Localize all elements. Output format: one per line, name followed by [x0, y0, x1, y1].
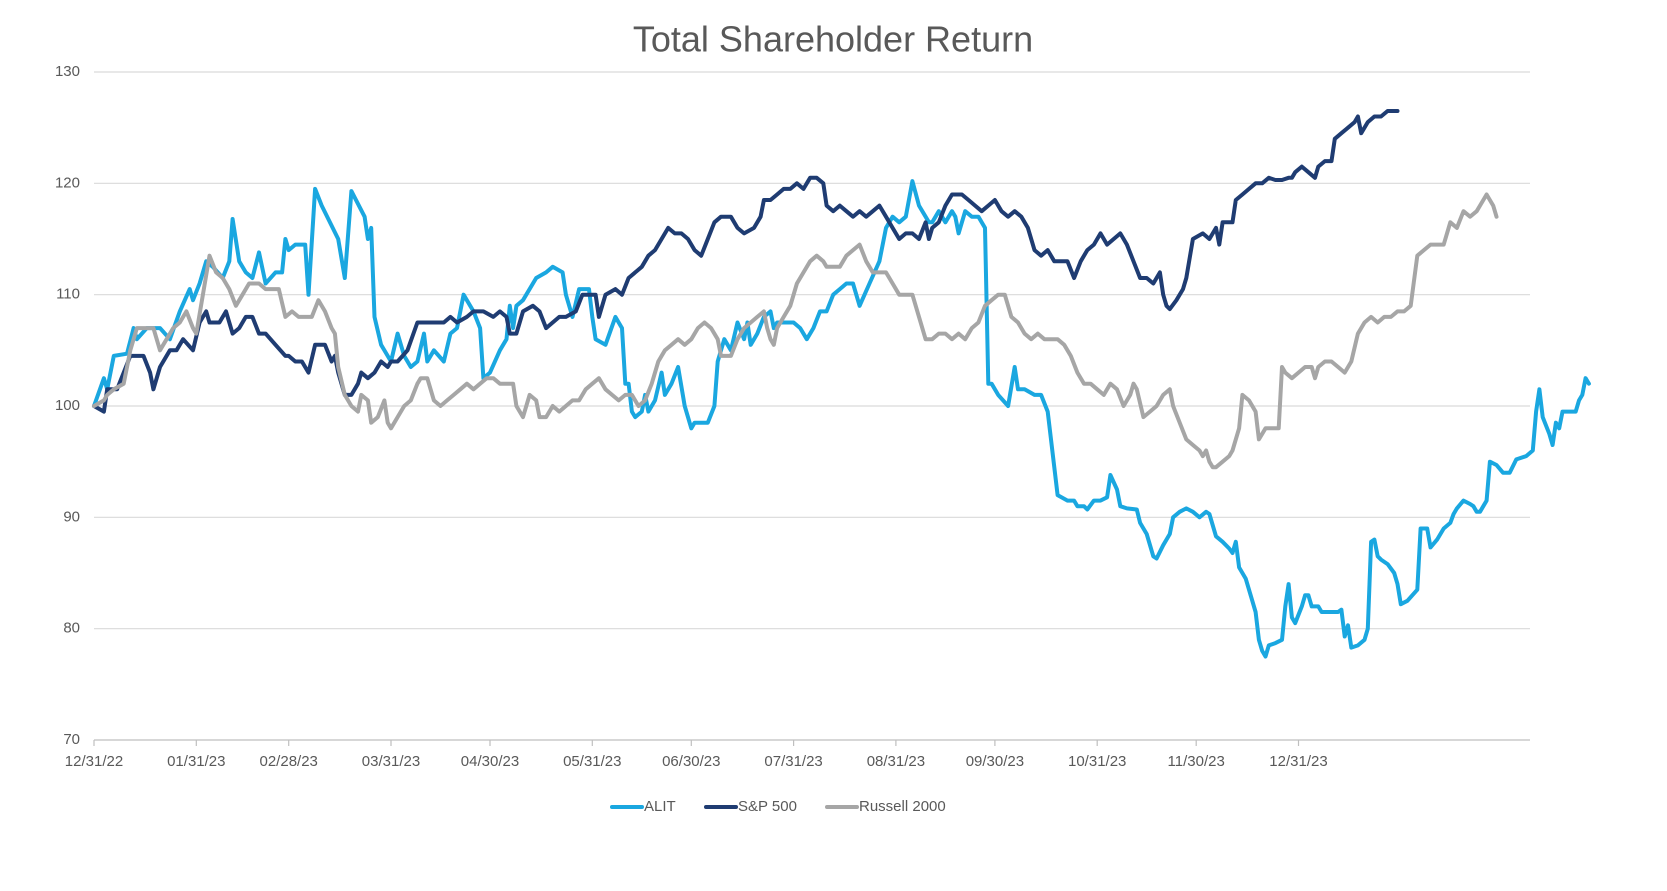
- x-tick-label: 05/31/23: [563, 753, 621, 770]
- x-axis-ticks: 12/31/22 01/31/23 02/28/23 03/31/23 04/30/23…: [65, 740, 1328, 770]
- x-tick-label: 12/31/22: [65, 753, 123, 770]
- chart-title: Total Shareholder Return: [633, 19, 1033, 60]
- x-tick-label: 09/30/23: [966, 753, 1024, 770]
- series-line-s-p-500: [92, 109, 1400, 414]
- y-tick-label: 70: [63, 731, 80, 748]
- y-tick-label: 80: [63, 620, 80, 637]
- series-line-alit: [92, 179, 1591, 659]
- x-tick-label: 06/30/23: [662, 753, 720, 770]
- x-tick-label: 07/31/23: [764, 753, 822, 770]
- legend-label-s-p-500: S&P 500: [738, 798, 797, 815]
- series-line-russell-2000: [92, 192, 1499, 470]
- gridlines: [94, 71, 1530, 630]
- y-tick-label: 120: [55, 174, 80, 191]
- y-tick-label: 130: [55, 63, 80, 80]
- legend-label-alit: ALIT: [644, 798, 676, 815]
- x-tick-label: 11/30/23: [1168, 753, 1225, 770]
- x-tick-label: 12/31/23: [1269, 753, 1327, 770]
- y-tick-label: 90: [63, 508, 80, 525]
- y-tick-label: 110: [56, 286, 80, 303]
- legend: ALIT S&P 500 Russell 2000: [610, 798, 946, 815]
- series-group: [92, 109, 1591, 659]
- legend-label-russell-2000: Russell 2000: [859, 798, 946, 815]
- x-tick-label: 10/31/23: [1068, 753, 1126, 770]
- y-tick-label: 100: [55, 397, 80, 414]
- x-tick-label: 08/31/23: [867, 753, 925, 770]
- x-tick-label: 01/31/23: [167, 753, 225, 770]
- x-tick-label: 02/28/23: [260, 753, 318, 770]
- x-tick-label: 03/31/23: [362, 753, 420, 770]
- x-tick-label: 04/30/23: [461, 753, 519, 770]
- y-axis-ticks: 70 80 90 100 110 120 130: [55, 63, 80, 748]
